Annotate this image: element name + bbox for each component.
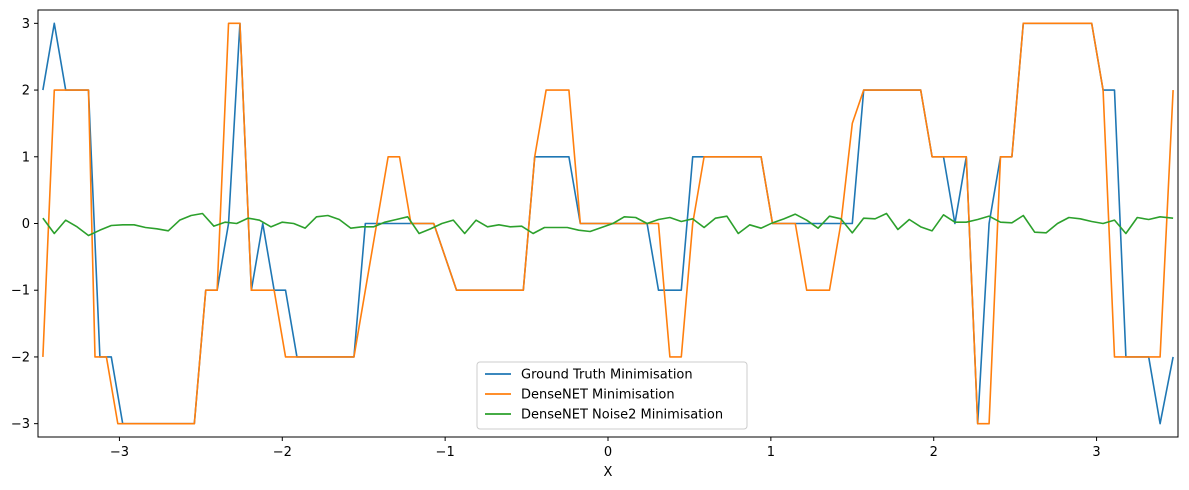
y-tick-label: −2 [11,350,30,365]
y-tick-label: 0 [22,217,30,232]
x-axis: −3 −2 −1 0 1 2 3 [110,437,1101,460]
series-line-2 [42,212,1174,237]
series-line-1 [42,22,1174,425]
x-tick-label: −1 [436,445,455,460]
y-tick-label: −3 [11,417,30,432]
y-axis: −3 −2 −1 0 1 2 3 [11,17,38,432]
x-tick-label: 1 [767,445,775,460]
legend-box [476,361,748,430]
x-tick-label: −2 [273,445,292,460]
x-tick-label: 2 [930,445,938,460]
x-tick-label: −3 [110,445,129,460]
y-tick-label: −1 [11,284,30,299]
y-tick-label: 1 [22,150,30,165]
plot-lines [42,22,1174,425]
x-axis-title: X [604,465,613,480]
legend: Ground Truth Minimisation DenseNET Minimi… [476,361,748,430]
x-tick-label: 3 [1092,445,1100,460]
legend-label: DenseNET Noise2 Minimisation [521,408,723,423]
legend-label: DenseNET Minimisation [521,388,675,403]
legend-label: Ground Truth Minimisation [521,368,693,383]
y-tick-label: 3 [22,17,30,32]
y-tick-label: 2 [22,84,30,99]
x-tick-label: 0 [604,445,612,460]
